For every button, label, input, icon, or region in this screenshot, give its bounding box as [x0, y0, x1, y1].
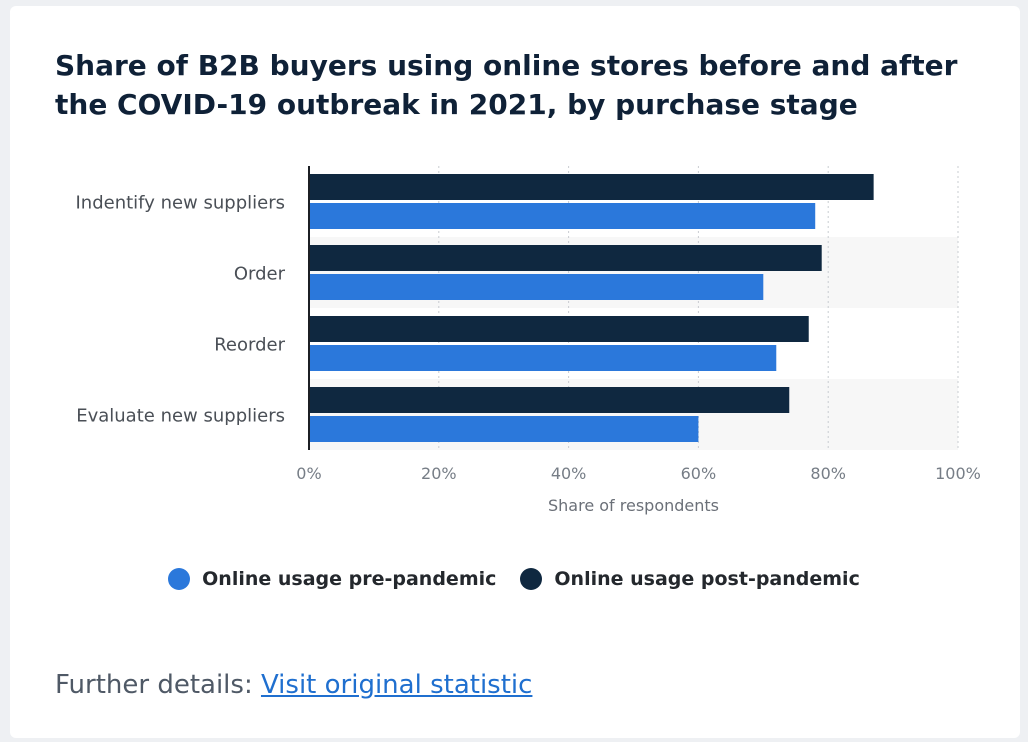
further-details-label: Further details:	[55, 670, 261, 700]
x-axis-title: Share of respondents	[548, 496, 719, 515]
bar[interactable]	[309, 345, 777, 371]
chart-card: Share of B2B buyers using online stores …	[10, 6, 1020, 738]
x-tick-label: 40%	[551, 464, 587, 483]
x-tick-label: 60%	[681, 464, 717, 483]
bar[interactable]	[309, 416, 699, 442]
category-label: Order	[234, 264, 286, 285]
legend-item-pre-pandemic[interactable]: Online usage pre-pandemic	[168, 568, 496, 590]
bar[interactable]	[309, 274, 764, 300]
legend-swatch-pre-pandemic	[168, 568, 191, 590]
legend-item-post-pandemic[interactable]: Online usage post-pandemic	[520, 568, 860, 590]
legend-label-post-pandemic: Online usage post-pandemic	[554, 568, 860, 590]
legend-label-pre-pandemic: Online usage pre-pandemic	[202, 568, 497, 590]
category-label: Reorder	[214, 335, 285, 356]
bar[interactable]	[309, 316, 809, 342]
category-label: Indentify new suppliers	[76, 193, 286, 214]
x-tick-label: 80%	[810, 464, 846, 483]
chart-title: Share of B2B buyers using online stores …	[55, 49, 958, 121]
visit-original-statistic-link[interactable]: Visit original statistic	[260, 670, 533, 700]
bar-chart: 0% 20% 40% 60% 80% 100% Indentify new supplier…	[76, 166, 981, 515]
bar[interactable]	[309, 203, 816, 229]
further-details: Further details: Visit original statisti…	[55, 670, 532, 700]
legend: Online usage pre-pandemic Online usage p…	[0, 568, 1028, 590]
legend-swatch-post-pandemic	[520, 568, 543, 590]
x-tick-label: 0%	[296, 464, 321, 483]
bar[interactable]	[309, 174, 874, 200]
bar[interactable]	[309, 245, 822, 271]
category-label: Evaluate new suppliers	[76, 406, 285, 427]
bar[interactable]	[309, 387, 790, 413]
x-tick-label: 20%	[421, 464, 457, 483]
x-tick-label: 100%	[935, 464, 981, 483]
